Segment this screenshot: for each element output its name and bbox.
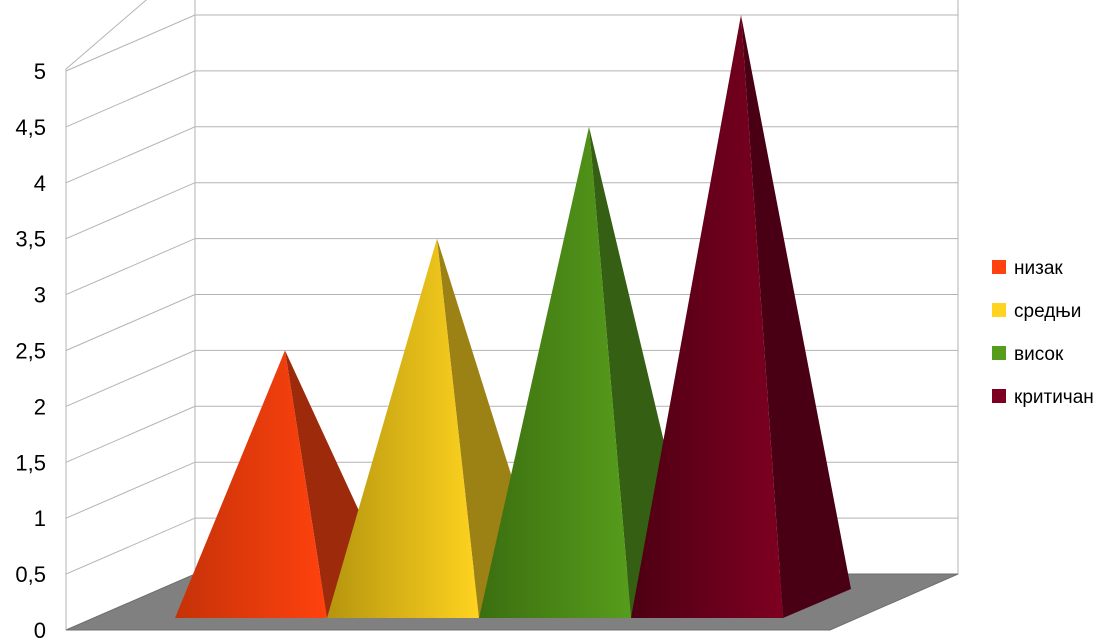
gridline xyxy=(65,70,958,128)
pyramid-front-face xyxy=(327,238,479,618)
y-tick-label: 3 xyxy=(34,283,46,308)
y-axis-tick-labels: 0 0,5 1 1,5 2 2,5 3 3,5 4 4,5 5 xyxy=(15,59,46,641)
y-tick-label: 0 xyxy=(34,618,46,641)
legend-entry: низак xyxy=(992,258,1063,279)
y-tick-label: 0,5 xyxy=(15,562,46,587)
legend-label: средњи xyxy=(1014,301,1081,322)
pyramid-front-face xyxy=(479,126,631,619)
legend-swatch xyxy=(992,389,1006,403)
gridline xyxy=(65,126,958,184)
legend-entry: критичан xyxy=(992,387,1094,408)
legend: низак средњи висок критичан xyxy=(992,258,1094,408)
gridline xyxy=(65,14,958,72)
pyramid-side-face xyxy=(741,15,851,618)
y-tick-label: 3,5 xyxy=(15,227,46,252)
pyramid-front-face xyxy=(175,350,327,618)
y-tick-label: 1 xyxy=(34,506,46,531)
left-wall-top-edge xyxy=(65,0,147,70)
legend-swatch xyxy=(992,260,1006,274)
legend-swatch xyxy=(992,303,1006,317)
y-tick-label: 4,5 xyxy=(15,115,46,140)
y-tick-label: 5 xyxy=(34,59,46,84)
left-wall xyxy=(66,0,195,630)
legend-entry: средњи xyxy=(992,301,1081,322)
pyramid-4 xyxy=(631,15,851,618)
pyramid-bars xyxy=(175,15,851,619)
legend-label: висок xyxy=(1014,344,1064,365)
y-tick-label: 4 xyxy=(34,171,46,196)
gridline xyxy=(65,182,958,240)
y-tick-label: 1,5 xyxy=(15,450,46,475)
legend-entry: висок xyxy=(992,344,1064,365)
legend-label: критичан xyxy=(1014,387,1094,408)
y-tick-label: 2 xyxy=(34,394,46,419)
pyramid-front-face xyxy=(631,15,783,618)
legend-swatch xyxy=(992,346,1006,360)
y-tick-label: 2,5 xyxy=(15,339,46,364)
legend-label: низак xyxy=(1014,258,1063,279)
